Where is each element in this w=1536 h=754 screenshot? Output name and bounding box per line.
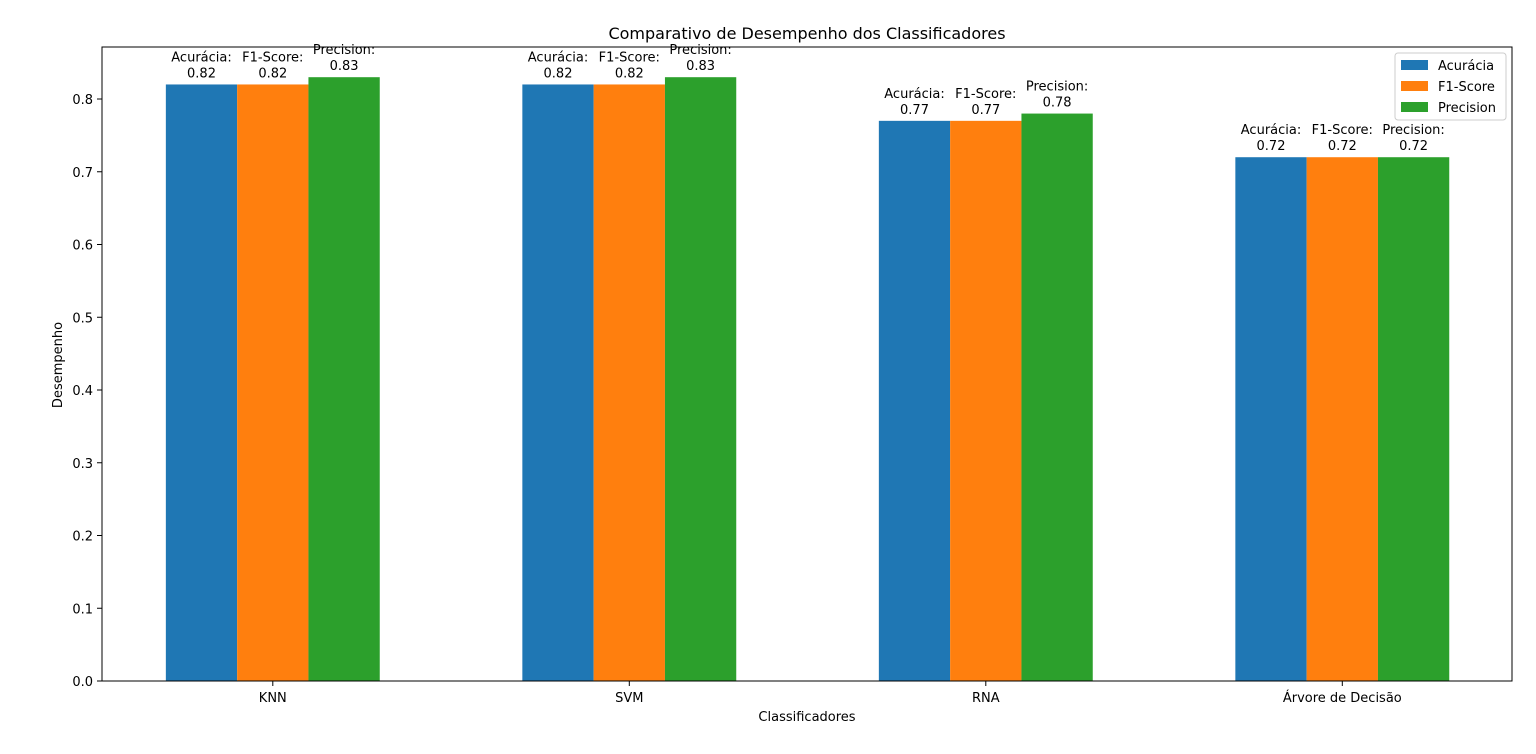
y-tick-label: 0.5 — [72, 311, 93, 326]
x-tick-label: KNN — [259, 691, 287, 706]
bar-value-label: 0.82 — [544, 66, 573, 81]
y-axis-label: Desempenho — [51, 322, 66, 408]
bar — [1306, 157, 1378, 681]
bar-label-prefix: F1-Score: — [599, 50, 660, 65]
bar-label-prefix: F1-Score: — [242, 50, 303, 65]
bar — [950, 120, 1022, 681]
bar-value-label: 0.77 — [971, 103, 1000, 118]
legend-entry: F1-Score — [1438, 80, 1495, 95]
bar — [237, 84, 309, 682]
plot-area: Acurácia:0.82F1-Score:0.82Precision:0.83… — [72, 43, 1513, 706]
bar-value-label: 0.72 — [1257, 139, 1286, 154]
y-tick-label: 0.7 — [72, 166, 93, 181]
legend-swatch — [1401, 81, 1428, 91]
bar — [593, 84, 665, 682]
bar — [1377, 157, 1450, 681]
y-tick-label: 0.4 — [72, 384, 93, 399]
bar-label-prefix: Acurácia: — [528, 50, 588, 65]
bar-label-prefix: Precision: — [313, 43, 375, 58]
bar — [664, 77, 737, 681]
bar-value-label: 0.77 — [900, 103, 929, 118]
bar — [165, 84, 238, 682]
bar-label-prefix: Precision: — [1026, 80, 1088, 95]
legend-swatch — [1401, 102, 1428, 112]
bar-value-label: 0.83 — [686, 59, 715, 74]
bar-value-label: 0.78 — [1043, 96, 1072, 111]
bar-value-label: 0.82 — [258, 66, 287, 81]
bar — [878, 120, 951, 681]
x-tick-label: Árvore de Decisão — [1283, 690, 1402, 706]
bar — [1021, 113, 1093, 681]
x-tick-label: SVM — [615, 691, 643, 706]
bar-label-prefix: Acurácia: — [1241, 123, 1301, 138]
bar-value-label: 0.83 — [330, 59, 359, 74]
y-tick-label: 0.0 — [72, 675, 93, 690]
bar-label-prefix: F1-Score: — [955, 87, 1016, 102]
bar — [1235, 157, 1307, 681]
bar — [308, 77, 380, 681]
legend-entry: Acurácia — [1438, 59, 1494, 74]
bar-label-prefix: Precision: — [669, 43, 731, 58]
y-tick-label: 0.8 — [72, 93, 93, 108]
x-axis-label: Classificadores — [758, 710, 855, 725]
legend: Acurácia F1-Score Precision — [1394, 52, 1507, 121]
bar-value-label: 0.72 — [1328, 139, 1357, 154]
chart-title: Comparativo de Desempenho dos Classifica… — [608, 24, 1005, 43]
legend-swatch — [1401, 60, 1428, 70]
x-tick-label: RNA — [972, 691, 1000, 706]
bar-label-prefix: Precision: — [1382, 123, 1444, 138]
plot-frame — [101, 46, 1513, 682]
y-tick-label: 0.2 — [72, 530, 93, 545]
bar — [522, 84, 594, 682]
bar-value-label: 0.82 — [187, 66, 216, 81]
bar-value-label: 0.72 — [1399, 139, 1428, 154]
y-tick-label: 0.6 — [72, 239, 93, 254]
y-tick-label: 0.3 — [72, 457, 93, 472]
bar-value-label: 0.82 — [615, 66, 644, 81]
legend-entry: Precision — [1438, 101, 1496, 116]
bar-label-prefix: Acurácia: — [884, 87, 944, 102]
y-tick-label: 0.1 — [72, 602, 93, 617]
bar-label-prefix: F1-Score: — [1312, 123, 1373, 138]
bar-label-prefix: Acurácia: — [171, 50, 231, 65]
